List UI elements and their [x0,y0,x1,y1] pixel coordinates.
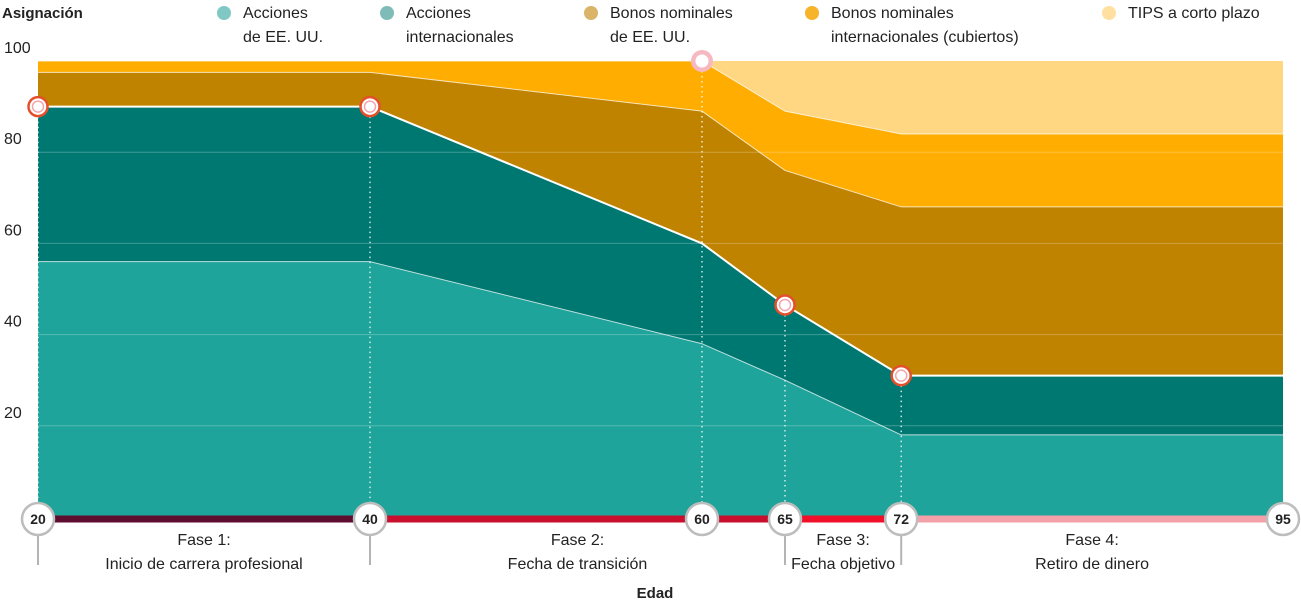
age-timeline: Fase 1: Inicio de carrera profesional Fase… [20,501,1301,573]
y-tick-label: 20 [4,405,22,422]
transition-markers [27,50,912,387]
area-1 [38,261,1283,517]
area-2 [38,106,1283,435]
area-4 [38,61,1283,207]
age-label: 72 [893,511,909,527]
age-label: 40 [362,511,378,527]
legend-swatch [1102,6,1116,20]
legend-label: internacionales [406,29,514,46]
legend-label: de EE. UU. [243,29,323,46]
legend-swatch [805,6,819,20]
age-label: 60 [694,511,710,527]
legend-label: Bonos nominales [831,5,954,22]
phase-label: Inicio de carrera profesional [105,556,302,573]
y-tick-label: 80 [4,131,22,148]
legend: Acciones de EE. UU. Acciones internacionale… [217,5,1260,46]
boundary-line [38,105,1283,377]
equity-marker-inner [363,100,377,113]
legend-swatch [380,6,394,20]
phase-label: Fase 3: [816,532,869,549]
top-marker-inner [695,54,709,68]
gridlines [38,151,1283,427]
age-badge [352,501,388,537]
legend-label: de EE. UU. [610,29,690,46]
phase-label: Fase 2: [551,532,604,549]
x-axis-title: Edad [637,585,674,602]
age-badge [20,501,56,537]
legend-label: Acciones [243,5,308,22]
legend-swatch [584,6,598,20]
equity-marker-inner [31,100,45,113]
y-tick-label: 60 [4,222,22,239]
phase-label: Retiro de dinero [1035,556,1149,573]
age-label: 20 [30,511,46,527]
dotted-guides [37,71,902,517]
y-axis-title: Asignación [2,5,83,22]
phase-label: Fase 4: [1065,532,1118,549]
age-label: 65 [777,511,793,527]
boundary-line [38,261,1283,436]
boundary-line [38,71,1283,208]
age-badge [883,501,919,537]
legend-label: internacionales (cubiertos) [831,29,1019,46]
phase-label: Fase 1: [177,532,230,549]
age-badge [1265,501,1301,537]
age-badge [684,501,720,537]
phase-label: Fecha objetivo [791,556,895,573]
age-badge [767,501,803,537]
legend-label: TIPS a corto plazo [1128,5,1260,22]
boundary-line [38,60,1283,135]
phase-label: Fecha de transición [508,556,648,573]
area-3 [38,72,1283,376]
legend-label: Bonos nominales [610,5,733,22]
age-label: 95 [1275,511,1291,527]
equity-marker-inner [778,298,792,312]
series-boundaries [38,60,1283,436]
stacked-areas [38,61,1283,517]
legend-swatch [217,6,231,20]
y-tick-labels: 20 40 60 80 100 [4,40,31,422]
area-5 [38,61,1283,134]
equity-marker-inner [894,369,908,382]
y-tick-label: 40 [4,314,22,331]
y-tick-label: 100 [4,40,31,57]
legend-label: Acciones [406,5,471,22]
